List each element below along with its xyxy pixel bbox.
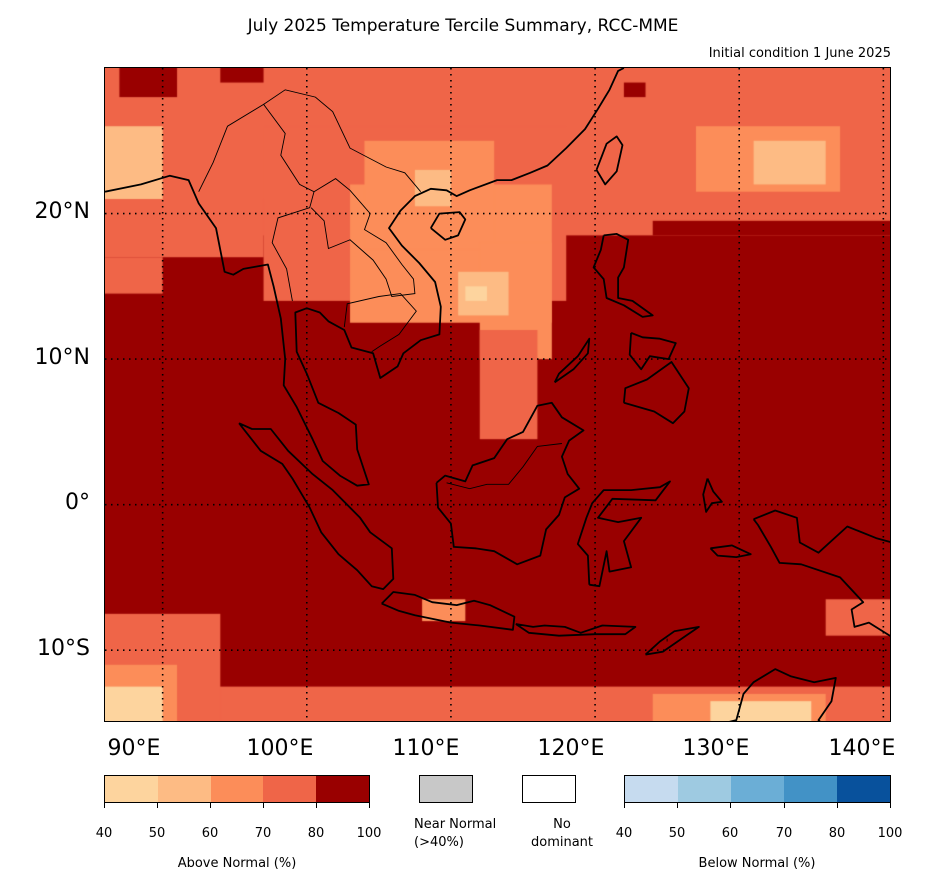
tercile-heatmap	[105, 68, 890, 721]
cambodia-border	[343, 293, 417, 353]
lat-label-10s: 10°S	[37, 636, 90, 661]
below-seg-50-60	[678, 776, 731, 802]
near-normal-label: Near Normal (>40%)	[414, 816, 530, 852]
initial-condition-note: Initial condition 1 June 2025	[708, 46, 891, 61]
mainland-coast	[105, 68, 625, 487]
hainan-coast	[430, 211, 467, 241]
lon-label-120e: 120°E	[537, 736, 605, 761]
above-tick-60: 60	[201, 826, 219, 841]
lon-label-100e: 100°E	[246, 736, 314, 761]
near-normal-swatch	[419, 775, 473, 803]
australia-coast	[729, 668, 837, 721]
lat-label-equator: 0°	[65, 490, 90, 515]
below-tick-80: 80	[828, 826, 846, 841]
taiwan-coast	[595, 135, 624, 186]
below-tick-100: 100	[877, 826, 903, 841]
above-tick-40: 40	[95, 826, 113, 841]
above-seg-50-60	[157, 776, 211, 802]
java-coast	[381, 591, 516, 631]
below-normal-title: Below Normal (%)	[698, 856, 816, 871]
near-normal-label-line1: Near Normal	[414, 817, 497, 832]
visayas-coast	[628, 332, 677, 371]
below-tick-60: 60	[721, 826, 739, 841]
sumatra-coast	[238, 422, 395, 590]
chart-title: July 2025 Temperature Tercile Summary, R…	[247, 16, 679, 36]
no-dominant-label-line2: dominant	[530, 835, 594, 850]
above-tick-100: 100	[356, 826, 382, 841]
above-seg-40-50	[105, 776, 158, 802]
below-tick-40: 40	[615, 826, 633, 841]
below-normal-colorbar	[624, 775, 891, 803]
above-normal-title: Above Normal (%)	[177, 856, 297, 871]
laos-border	[310, 178, 416, 297]
no-dominant-label: No dominant	[512, 816, 612, 852]
lon-label-90e: 90°E	[107, 736, 161, 761]
lon-label-130e: 130°E	[682, 736, 750, 761]
lon-label-110e: 110°E	[392, 736, 460, 761]
palawan-coast	[553, 337, 591, 384]
above-seg-60-70	[210, 776, 264, 802]
above-tick-50: 50	[148, 826, 166, 841]
above-tick-70: 70	[254, 826, 272, 841]
above-seg-70-80	[263, 776, 317, 802]
below-seg-70-80	[784, 776, 837, 802]
luzon-coast	[592, 232, 654, 318]
map-overlay	[105, 68, 890, 721]
below-tick-50: 50	[668, 826, 686, 841]
lat-label-20n: 20°N	[34, 199, 90, 224]
no-dominant-swatch	[522, 775, 576, 803]
myanmar-border	[198, 103, 315, 301]
lon-label-140e: 140°E	[828, 736, 896, 761]
lat-label-10n: 10°N	[34, 345, 90, 370]
mindanao-coast	[623, 361, 690, 425]
sulawesi-coast	[576, 480, 671, 588]
halmahera-coast	[702, 478, 723, 513]
map-panel	[104, 67, 891, 722]
near-normal-label-line2: (>40%)	[414, 835, 464, 850]
flores-timor-coast	[644, 626, 700, 656]
below-tick-70: 70	[775, 826, 793, 841]
borneo-coast	[435, 401, 585, 566]
china-border	[263, 89, 422, 192]
below-seg-80-100	[837, 776, 890, 802]
no-dominant-label-line1: No	[553, 817, 571, 832]
new-guinea-coast	[752, 509, 890, 637]
above-seg-80-100	[316, 776, 369, 802]
below-seg-40-50	[625, 776, 678, 802]
above-tick-80: 80	[307, 826, 325, 841]
below-seg-60-70	[731, 776, 784, 802]
lesser-sunda-coast	[515, 623, 637, 637]
borneo-border	[446, 443, 562, 490]
above-normal-colorbar	[104, 775, 370, 803]
seram-coast	[709, 544, 752, 559]
